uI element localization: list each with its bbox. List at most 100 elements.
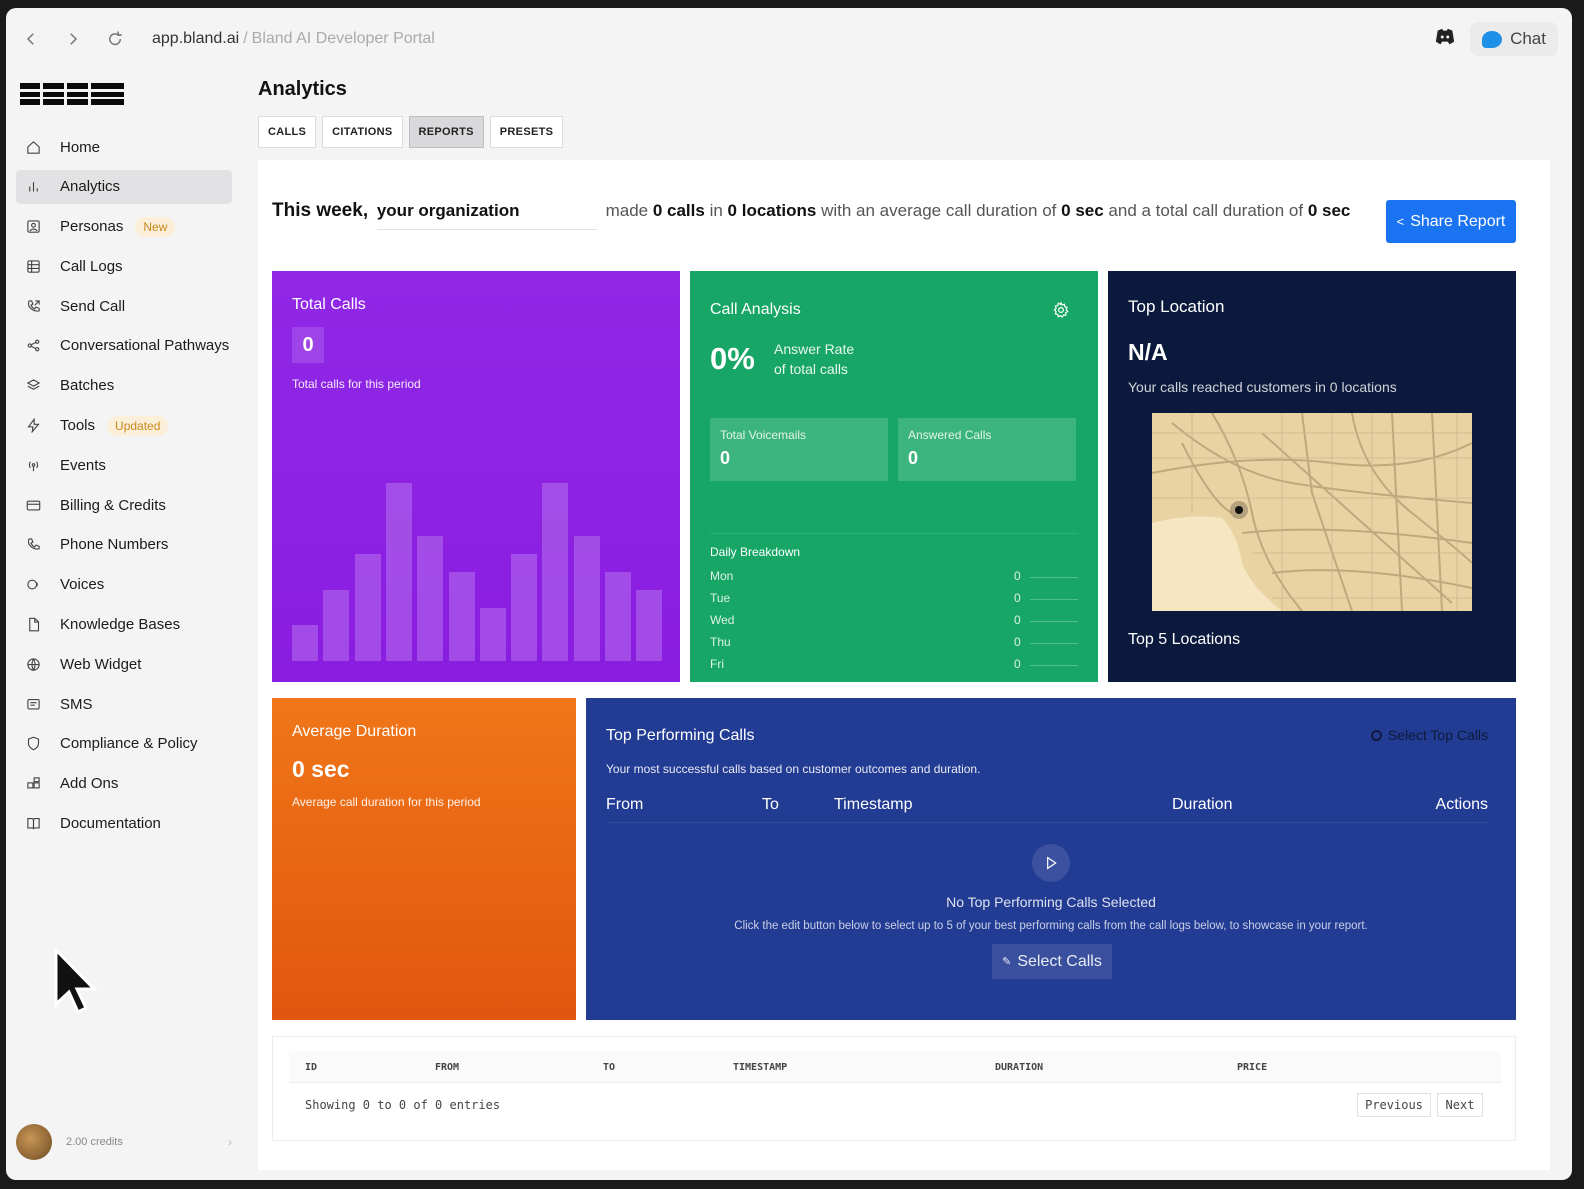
chat-button[interactable]: Chat [1470, 22, 1558, 56]
call-analysis-card: Call Analysis 0% Answer Rate of total ca… [690, 271, 1098, 682]
tab-presets[interactable]: PRESETS [489, 116, 564, 148]
voice-icon [24, 576, 42, 594]
sidebar-item-label: Batches [60, 377, 115, 395]
sidebar-item-sms[interactable]: SMS [16, 687, 232, 721]
answer-rate-label-line1: Answer Rate [774, 341, 855, 357]
decorative-bar [636, 590, 663, 661]
sidebar-item-documentation[interactable]: Documentation [16, 807, 232, 841]
address-bar[interactable]: app.bland.ai / Bland AI Developer Portal [152, 30, 435, 48]
decorative-bar [323, 590, 350, 661]
browser-toolbar: app.bland.ai / Bland AI Developer Portal C… [6, 8, 1572, 70]
play-icon [1032, 844, 1070, 882]
column-to: To [762, 796, 779, 813]
sidebar-item-call-logs[interactable]: Call Logs [16, 249, 232, 283]
sidebar-item-label: Tools [60, 417, 96, 435]
previous-button[interactable]: Previous [1357, 1093, 1431, 1117]
sidebar-item-add-ons[interactable]: Add Ons [16, 767, 232, 801]
share-report-button[interactable]: < Share Report [1386, 200, 1516, 243]
bolt-icon [24, 417, 42, 435]
gear-icon[interactable] [1052, 301, 1070, 319]
average-duration-subtitle: Average call duration for this period [292, 795, 481, 809]
sidebar-item-label: Add Ons [60, 775, 119, 793]
day-progress-track [1030, 621, 1078, 622]
sidebar-item-billing-and-credits[interactable]: Billing & Credits [16, 488, 232, 522]
column-from: FROM [435, 1062, 460, 1073]
share-icon: < [1396, 214, 1405, 229]
daily-breakdown-row: Tue 0 [710, 591, 1078, 607]
next-button[interactable]: Next [1437, 1093, 1483, 1117]
sidebar-item-tools[interactable]: Tools Updated [16, 409, 232, 443]
column-duration: DURATION [995, 1062, 1044, 1073]
entries-count: Showing 0 to 0 of 0 entries [305, 1098, 501, 1112]
top-location-title: Top Location [1128, 297, 1225, 316]
sidebar-item-personas[interactable]: Personas New [16, 210, 232, 244]
persona-icon [24, 218, 42, 236]
forward-button[interactable] [52, 19, 94, 59]
sidebar-item-web-widget[interactable]: Web Widget [16, 647, 232, 681]
top-location-value: N/A [1128, 339, 1168, 365]
sidebar-item-label: Call Logs [60, 257, 123, 275]
discord-icon[interactable] [1434, 26, 1456, 53]
daily-breakdown-row: Thu 0 [710, 635, 1078, 651]
url-title: Bland AI Developer Portal [251, 30, 435, 47]
select-top-calls-button[interactable]: Select Top Calls [1370, 727, 1488, 743]
average-duration-card: Average Duration 0 sec Average call dura… [272, 698, 576, 1020]
call-analysis-title: Call Analysis [710, 301, 801, 318]
day-label: Tue [710, 591, 731, 605]
sidebar-item-label: Phone Numbers [60, 536, 169, 554]
tab-calls[interactable]: CALLS [258, 116, 317, 148]
sidebar-item-label: Conversational Pathways [60, 337, 230, 355]
sidebar-item-phone-numbers[interactable]: Phone Numbers [16, 528, 232, 562]
chevron-right-icon[interactable]: › [228, 1135, 232, 1149]
average-duration-title: Average Duration [292, 723, 417, 740]
back-button[interactable] [10, 19, 52, 59]
reload-button[interactable] [94, 19, 136, 59]
sidebar-item-voices[interactable]: Voices [16, 568, 232, 602]
day-value: 0 [1014, 657, 1021, 671]
globe-icon [24, 655, 42, 673]
column-actions: Actions [1435, 796, 1488, 813]
day-progress-track [1030, 643, 1078, 644]
sidebar-item-analytics[interactable]: Analytics [16, 169, 232, 204]
sidebar-badge: Updated [107, 415, 169, 436]
settings-icon [1370, 729, 1382, 741]
sidebar-item-send-call[interactable]: Send Call [16, 289, 232, 323]
top-five-locations-label: Top 5 Locations [1128, 631, 1241, 648]
total-voicemails-value: 0 [720, 448, 731, 468]
summary-text-4: and a total call duration of [1108, 201, 1304, 220]
avatar[interactable] [16, 1124, 52, 1160]
sidebar-item-label: Send Call [60, 297, 126, 315]
select-top-calls-label: Select Top Calls [1387, 727, 1488, 743]
column-timestamp: TIMESTAMP [733, 1062, 788, 1073]
sidebar-item-compliance-and-policy[interactable]: Compliance & Policy [16, 727, 232, 761]
sidebar-item-label: SMS [60, 695, 93, 713]
sidebar-item-knowledge-bases[interactable]: Knowledge Bases [16, 608, 232, 642]
decorative-bar [292, 625, 318, 661]
decorative-bar [542, 483, 569, 661]
sidebar-item-label: Billing & Credits [60, 496, 166, 514]
mouse-cursor-icon [54, 948, 98, 1015]
daily-breakdown-row: Wed 0 [710, 613, 1078, 629]
bland-logo[interactable] [20, 80, 124, 108]
column-from: From [606, 796, 644, 813]
top-performing-calls-card: Top Performing Calls Select Top Calls Yo… [586, 698, 1516, 1020]
top-performing-title: Top Performing Calls [606, 727, 755, 744]
location-map[interactable] [1152, 413, 1472, 611]
sidebar-item-batches[interactable]: Batches [16, 369, 232, 403]
sidebar-item-label: Compliance & Policy [60, 735, 198, 753]
message-icon [24, 695, 42, 713]
summary-total-duration: 0 sec [1307, 201, 1351, 220]
tab-reports[interactable]: REPORTS [408, 116, 484, 148]
sidebar-item-home[interactable]: Home [16, 130, 232, 164]
summary-locations: 0 locations [727, 201, 817, 220]
sidebar-item-events[interactable]: Events [16, 448, 232, 482]
sidebar: Home Analytics Personas New Call Logs Send Ca… [6, 70, 246, 1180]
sidebar-item-conversational-pathways[interactable]: Conversational Pathways [16, 329, 232, 363]
organization-name: your organization [376, 192, 597, 230]
credit-card-icon [24, 496, 42, 514]
summary-text-1: made [605, 201, 649, 220]
tab-citations[interactable]: CITATIONS [322, 116, 403, 148]
account-footer[interactable]: 2.00 credits › [16, 1122, 236, 1162]
select-calls-button[interactable]: ✎ Select Calls [992, 944, 1112, 979]
sidebar-item-label: Knowledge Bases [60, 616, 181, 634]
